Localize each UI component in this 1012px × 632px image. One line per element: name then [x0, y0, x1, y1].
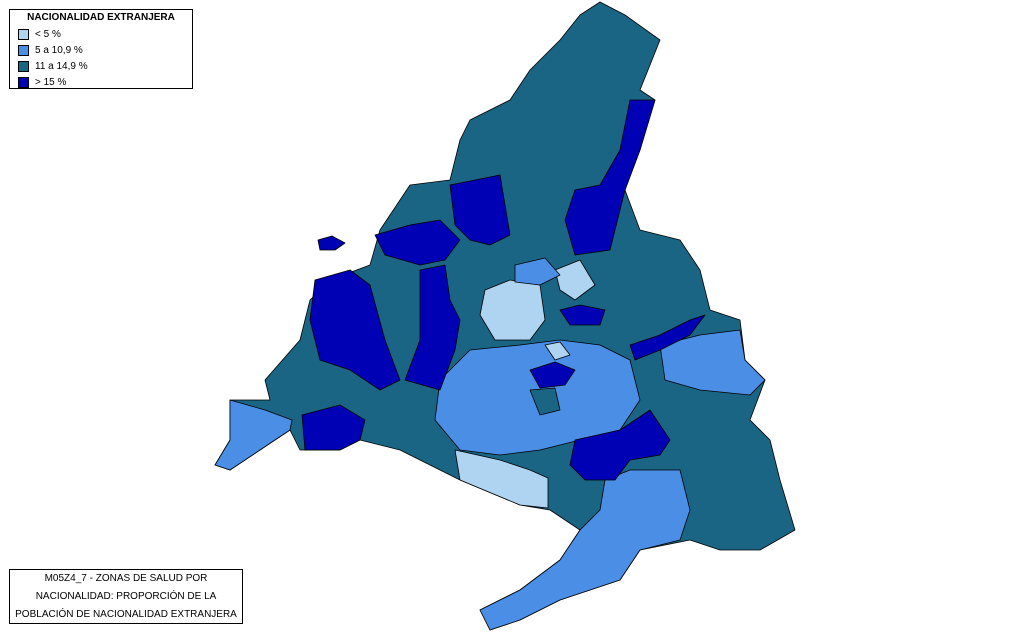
legend-swatch [18, 76, 29, 88]
zone [554, 259, 596, 301]
zone [559, 304, 606, 326]
legend-swatch [18, 44, 29, 56]
legend-item: < 5 % [10, 26, 192, 42]
zone [529, 361, 576, 389]
zone [404, 264, 461, 391]
caption-line: NACIONALIDAD: PROPORCIÓN DE LA [35, 591, 217, 602]
zone [301, 404, 366, 451]
legend-label: 5 a 10,9 % [35, 44, 83, 56]
zone [564, 99, 656, 256]
legend-item: 11 a 14,9 % [10, 58, 192, 74]
legend-label: > 15 % [35, 76, 67, 88]
legend-label: < 5 % [35, 28, 61, 40]
legend-title: NACIONALIDAD EXTRANJERA [27, 12, 175, 23]
caption: M05Z4_7 - ZONAS DE SALUD POR NACIONALIDAD… [9, 569, 243, 624]
caption-line: M05Z4_7 - ZONAS DE SALUD POR [44, 573, 208, 584]
legend-swatch [18, 60, 29, 72]
legend-item: > 15 % [10, 74, 192, 90]
zone [317, 235, 346, 251]
zone [479, 469, 691, 631]
zone [309, 269, 401, 391]
zone [479, 279, 546, 341]
legend-item: 5 a 10,9 % [10, 42, 192, 58]
zone [544, 341, 571, 361]
zone [454, 449, 549, 509]
legend: NACIONALIDAD EXTRANJERA < 5 % 5 a 10,9 % 1… [9, 9, 193, 89]
zone [214, 399, 293, 471]
zone [529, 387, 561, 416]
zone [449, 174, 511, 246]
zone [629, 314, 706, 361]
legend-label: 11 a 14,9 % [35, 60, 88, 72]
zone [569, 409, 671, 481]
zone [659, 329, 766, 396]
zone [374, 219, 461, 266]
caption-line: POBLACIÓN DE NACIONALIDAD EXTRANJERA [15, 609, 237, 620]
legend-swatch [18, 28, 29, 40]
zone [514, 257, 561, 286]
